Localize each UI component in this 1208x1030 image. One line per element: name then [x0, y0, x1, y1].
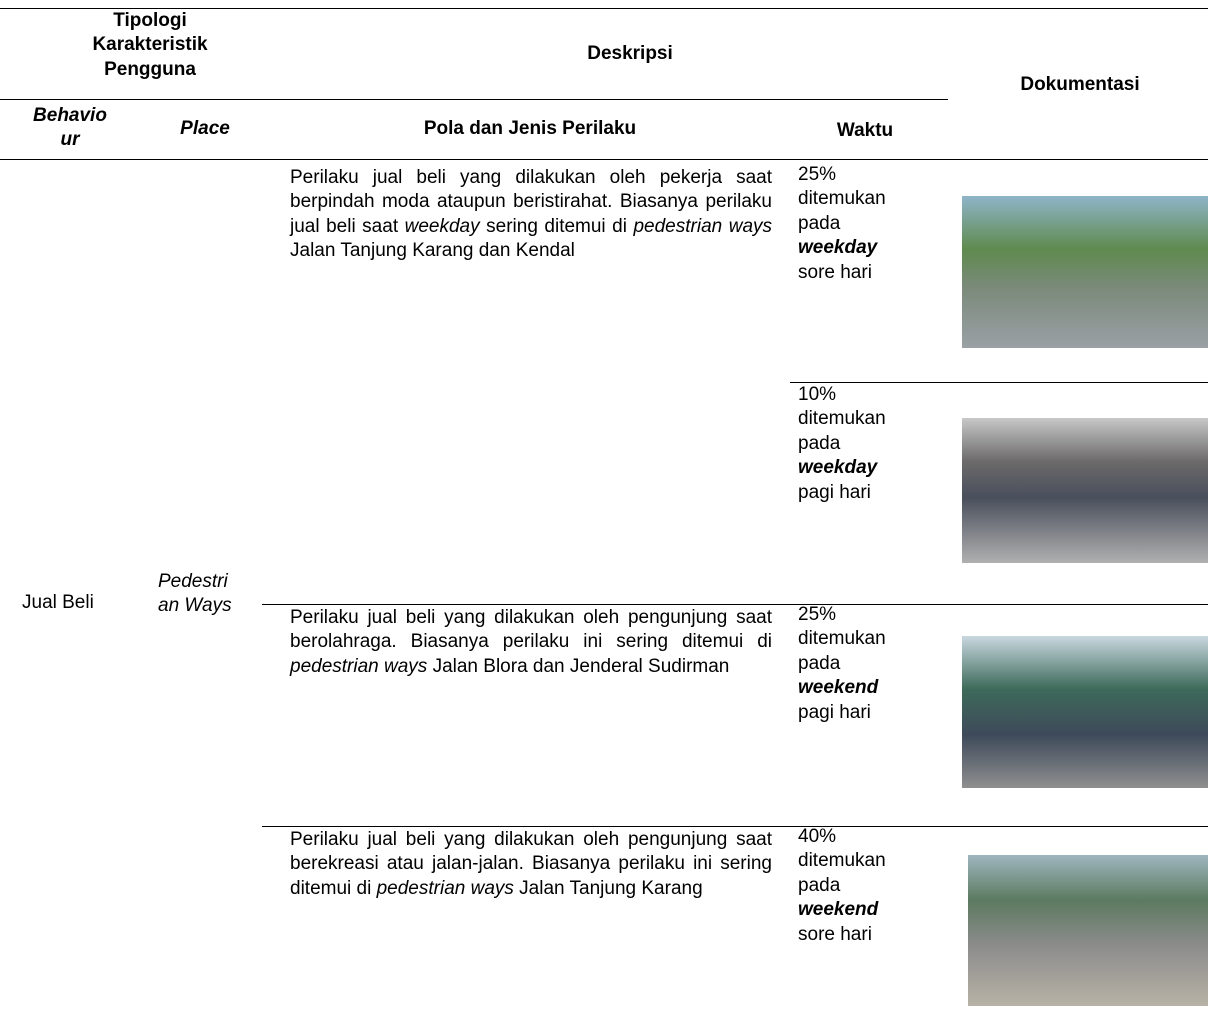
top-rule: [0, 8, 1208, 9]
waktu-line: ditemukan: [798, 628, 886, 650]
waktu: 10% ditemukan pada weekday pagi hari: [798, 383, 886, 505]
photo: [962, 636, 1208, 788]
header-line: ur: [60, 129, 80, 151]
waktu-line: weekday: [798, 457, 878, 479]
group-header: Tipologi Karakteristik Pengguna: [60, 9, 240, 82]
row-rule: [262, 826, 1208, 827]
waktu-line: pada: [798, 652, 841, 674]
description: Perilaku jual beli yang dilakukan oleh p…: [290, 606, 772, 679]
waktu-line: ditemukan: [798, 408, 886, 430]
waktu-line: weekend: [798, 677, 879, 699]
waktu-line: 10%: [798, 384, 837, 405]
dokumentasi-header: Dokumentasi: [1020, 74, 1140, 95]
waktu-header: Waktu: [836, 120, 894, 141]
waktu-line: pada: [798, 212, 841, 234]
pola-header: Pola dan Jenis Perilaku: [423, 118, 637, 139]
row-rule: [790, 382, 1208, 383]
description-run: Perilaku jual beli yang dilakukan oleh p…: [290, 829, 772, 899]
header-line: Karakteristik: [92, 34, 208, 56]
description-run: Jalan Blora dan Jenderal Sudirman: [427, 655, 730, 677]
header-bottom-rule: [0, 159, 1208, 160]
behaviour-header: Behavio ur: [10, 104, 130, 153]
waktu-line: pada: [798, 432, 841, 454]
waktu-line: 25%: [798, 164, 837, 185]
place-line: an Ways: [158, 595, 232, 617]
waktu-line: sore hari: [798, 261, 872, 283]
place-cell: Pedestri an Ways: [158, 570, 232, 619]
header-line: Tipologi: [113, 10, 187, 31]
description-run: sering ditemui di: [479, 215, 634, 237]
header-line: Behavio: [33, 105, 107, 126]
waktu: 25% ditemukan pada weekend pagi hari: [798, 603, 886, 725]
header-rule: [0, 99, 948, 100]
description-run: pedestrian ways: [376, 877, 514, 899]
description-run: Perilaku jual beli yang dilakukan oleh p…: [290, 167, 772, 237]
waktu-line: sore hari: [798, 923, 872, 945]
waktu-line: ditemukan: [798, 850, 886, 872]
photo: [962, 418, 1208, 563]
description-run: Jalan Tanjung Karang: [513, 877, 703, 899]
description-run: Perilaku jual beli yang dilakukan oleh p…: [290, 607, 772, 653]
deskripsi-header: Deskripsi: [587, 43, 673, 64]
waktu-line: 40%: [798, 826, 837, 847]
waktu-line: 25%: [798, 604, 837, 625]
description: Perilaku jual beli yang dilakukan oleh p…: [290, 166, 772, 264]
description-run: pedestrian ways: [633, 215, 773, 237]
description-run: pedestrian ways: [290, 655, 428, 677]
waktu: 40% ditemukan pada weekend sore hari: [798, 825, 886, 947]
place-line: Pedestri: [158, 571, 228, 592]
description: Perilaku jual beli yang dilakukan oleh p…: [290, 828, 772, 901]
row-rule: [262, 604, 1208, 605]
waktu-line: pagi hari: [798, 701, 871, 723]
header-line: Pengguna: [104, 58, 196, 80]
waktu: 25% ditemukan pada weekday sore hari: [798, 163, 886, 285]
description-run: weekday: [404, 215, 480, 237]
waktu-line: pada: [798, 874, 841, 896]
place-header: Place: [180, 118, 230, 139]
waktu-line: weekend: [798, 899, 879, 921]
photo: [968, 855, 1208, 1006]
photo: [962, 196, 1208, 348]
waktu-line: ditemukan: [798, 188, 886, 210]
waktu-line: pagi hari: [798, 481, 871, 503]
behaviour-cell: Jual Beli: [22, 592, 94, 613]
waktu-line: weekday: [798, 237, 878, 259]
description-run: Jalan Tanjung Karang dan Kendal: [290, 240, 575, 262]
